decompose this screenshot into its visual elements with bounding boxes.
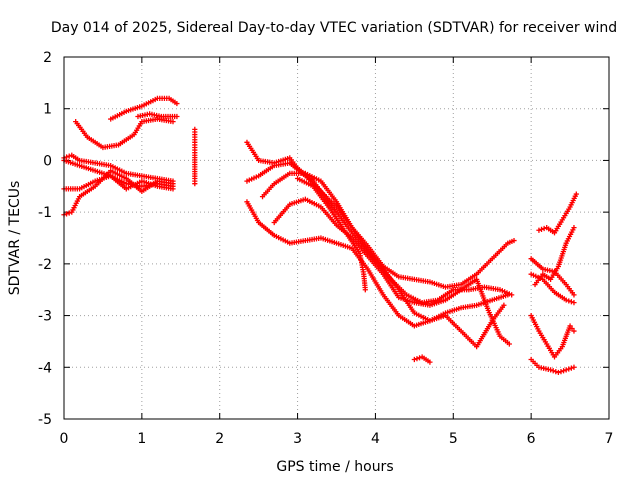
series-track-19 [536,191,579,236]
x-tick-label: 0 [60,431,69,447]
grid-lines [64,57,609,419]
data-point [511,237,517,244]
y-tick-label: -5 [38,412,52,428]
data-point [505,292,511,298]
data-point-sample [541,225,547,232]
series-track-12 [259,170,507,350]
data-point [501,302,507,308]
data-point [571,225,577,231]
data-point [571,300,577,306]
chart-title: Day 014 of 2025, Sidereal Day-to-day VTE… [51,20,617,36]
x-tick-label: 1 [137,431,146,447]
x-axis-label: GPS time / hours [276,459,393,475]
y-tick-label: 1 [43,102,52,118]
data-point [362,287,368,293]
data-point [571,292,577,298]
data-point [192,181,198,187]
y-tick-label: -1 [38,205,52,221]
data-point-sample [550,368,556,374]
data-point-sample [63,154,70,160]
data-point-sample [416,355,423,361]
series-track-1 [61,173,176,192]
series-track-21 [528,271,577,306]
data-point [571,364,577,370]
data-point [571,328,577,334]
data-point-sample [568,299,574,305]
data-point [555,369,561,376]
x-tick-label: 3 [293,431,302,447]
data-point [548,367,554,373]
data-point-sample [560,368,567,374]
series-track-6 [108,95,180,122]
series-track-15 [411,354,433,365]
y-tick-label: -2 [38,257,52,273]
x-tick-label: 6 [527,431,536,447]
data-point-sample [63,211,70,217]
series-track-13 [271,196,512,347]
data-point-sample [66,210,72,216]
axis-ticks: 0 1 2 3 4 5 6 7 2 1 0 -1 -2 -3 -4 -5 [38,50,613,447]
data-marks [61,95,579,376]
data-point [573,191,579,197]
x-tick-label: 2 [215,431,224,447]
data-point-sample [538,226,545,232]
x-tick-label: 4 [371,431,380,447]
data-point-sample [553,368,559,375]
y-tick-label: -4 [38,360,52,376]
data-point [427,359,433,365]
series-track-3 [61,168,176,218]
series-track-7 [135,111,180,120]
data-point-sample [66,153,72,159]
data-point-sample [568,365,574,371]
x-tick-label: 7 [605,431,614,447]
data-point-sample [566,366,572,372]
series-track-5 [73,116,176,151]
y-tick-label: 2 [43,50,52,66]
data-point [174,100,180,107]
y-tick-label: 0 [43,153,52,169]
data-point [506,341,512,347]
data-point [536,227,542,233]
y-tick-label: -3 [38,309,52,325]
data-point [563,367,569,373]
data-point [411,356,417,363]
x-tick-label: 5 [449,431,458,447]
series-track-18 [528,356,577,376]
data-point [170,178,176,184]
series-track-14 [294,175,368,293]
data-point-sample [566,298,572,304]
series-track-4 [61,152,176,184]
series-track-17 [528,312,577,360]
data-point-sample [414,356,420,362]
data-point [174,113,180,120]
data-point [563,297,569,303]
series-track-8 [192,126,198,187]
data-point-sample [558,368,564,375]
data-point [170,119,176,125]
data-point [170,186,176,192]
y-axis-label: SDTVAR / TECUs [7,181,23,296]
plot-frame [63,56,610,420]
